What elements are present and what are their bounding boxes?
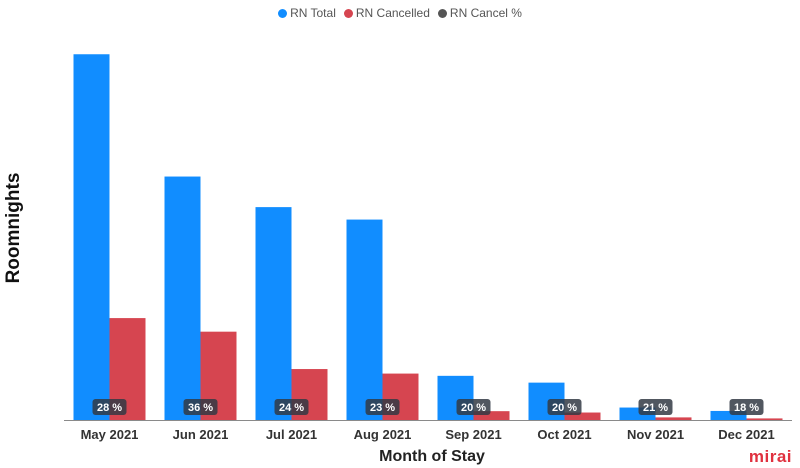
cancel-pct-badge	[183, 399, 218, 415]
legend: RN Total RN Cancelled RN Cancel %	[0, 6, 800, 20]
cancel-pct-badge	[638, 399, 673, 415]
cancel-pct-label: 20 %	[552, 402, 577, 414]
cancel-pct-badge	[274, 399, 309, 415]
bar-rn-total[interactable]	[710, 410, 747, 420]
bar-rn-total[interactable]	[255, 207, 292, 420]
legend-label: RN Cancelled	[355, 6, 430, 20]
cancel-pct-label: 21 %	[643, 402, 668, 414]
bar-rn-cancelled[interactable]	[746, 418, 783, 420]
bar-rn-total[interactable]	[346, 219, 383, 420]
legend-marker-icon	[278, 8, 288, 18]
bar-rn-cancelled[interactable]	[655, 417, 692, 420]
x-tick-label: Oct 2021	[537, 427, 591, 442]
cancel-pct-badge	[456, 399, 491, 415]
bar-rn-total[interactable]	[164, 176, 201, 420]
x-axis-title: Month of Stay	[379, 448, 485, 465]
legend-item-rn-cancelled[interactable]: RN Cancelled	[343, 6, 430, 20]
cancel-pct-label: 23 %	[370, 402, 395, 414]
x-tick-label: May 2021	[81, 427, 139, 442]
cancel-pct-label: 18 %	[734, 402, 759, 414]
x-tick-label: Dec 2021	[718, 427, 774, 442]
x-tick-label: Nov 2021	[627, 427, 684, 442]
brand-logo: mirai	[748, 447, 792, 466]
legend-item-rn-cancel-pct[interactable]: RN Cancel %	[437, 6, 522, 20]
cancel-pct-label: 20 %	[461, 402, 486, 414]
cancel-pct-label: 36 %	[188, 402, 213, 414]
legend-label: RN Cancel %	[449, 6, 522, 20]
bar-rn-cancelled[interactable]	[564, 412, 601, 420]
x-tick-label: Jun 2021	[173, 427, 229, 442]
legend-marker-icon	[343, 8, 353, 18]
cancel-pct-badge	[365, 399, 400, 415]
x-tick-label: Aug 2021	[354, 427, 412, 442]
legend-item-rn-total[interactable]: RN Total	[278, 6, 336, 20]
cancel-pct-label: 24 %	[279, 402, 304, 414]
x-tick-label: Jul 2021	[266, 427, 317, 442]
bar-rn-cancelled[interactable]	[473, 411, 510, 420]
x-tick-label: Sep 2021	[445, 427, 501, 442]
legend-label: RN Total	[290, 6, 336, 20]
bar-rn-total[interactable]	[73, 54, 110, 420]
cancel-pct-badge	[547, 399, 582, 415]
cancel-pct-label: 28 %	[97, 402, 122, 414]
legend-marker-icon	[437, 8, 447, 18]
cancel-pct-badge	[92, 399, 127, 415]
cancel-pct-badge	[729, 399, 764, 415]
